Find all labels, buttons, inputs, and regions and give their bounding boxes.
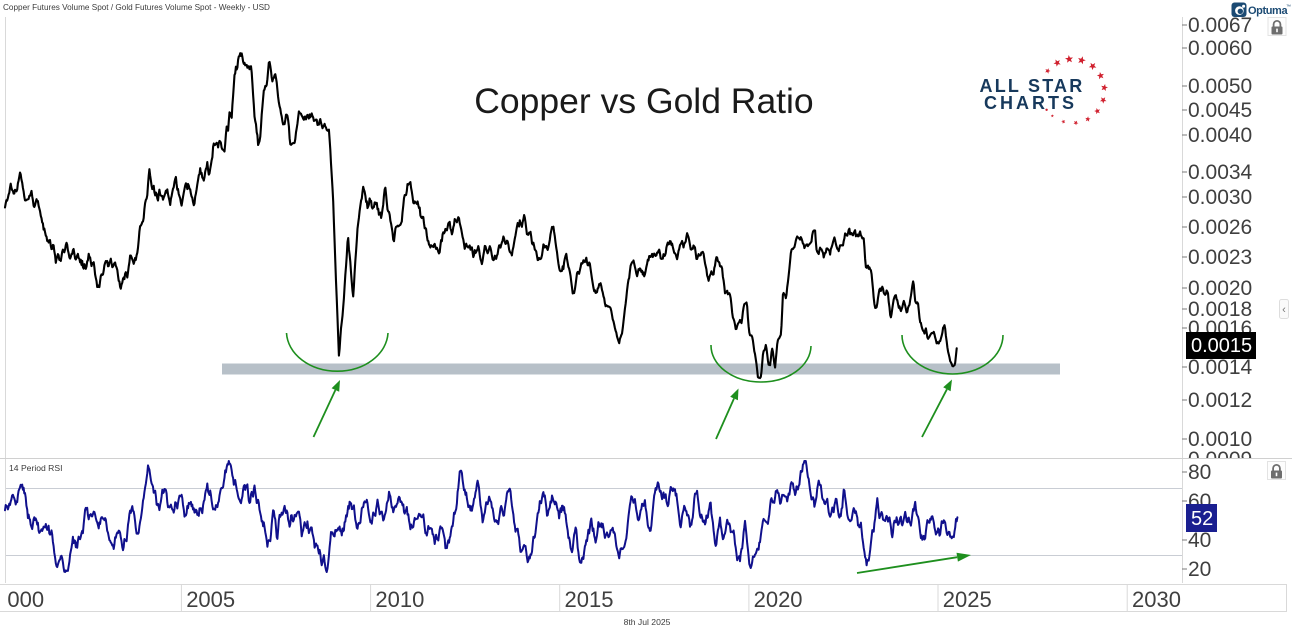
svg-text:0.0050: 0.0050 bbox=[1188, 75, 1252, 98]
svg-text:8th Jul 2025: 8th Jul 2025 bbox=[624, 617, 671, 627]
svg-text:0.0030: 0.0030 bbox=[1188, 186, 1252, 209]
svg-text:2030: 2030 bbox=[1132, 587, 1181, 612]
svg-text:000: 000 bbox=[7, 587, 44, 612]
svg-text:0.0067: 0.0067 bbox=[1188, 14, 1252, 37]
svg-text:40: 40 bbox=[1188, 529, 1211, 552]
svg-text:0.0012: 0.0012 bbox=[1188, 389, 1252, 412]
svg-text:0.0034: 0.0034 bbox=[1188, 161, 1253, 184]
svg-text:2005: 2005 bbox=[186, 587, 235, 612]
svg-text:2010: 2010 bbox=[375, 587, 424, 612]
svg-text:0.0060: 0.0060 bbox=[1188, 37, 1252, 60]
svg-text:80: 80 bbox=[1188, 461, 1211, 484]
svg-text:14 Period RSI: 14 Period RSI bbox=[9, 463, 63, 473]
svg-text:20: 20 bbox=[1188, 558, 1211, 581]
svg-text:0.0009: 0.0009 bbox=[1188, 448, 1252, 471]
svg-text:Copper Futures Volume Spot / G: Copper Futures Volume Spot / Gold Future… bbox=[3, 3, 270, 12]
svg-text:0.0023: 0.0023 bbox=[1188, 246, 1252, 269]
svg-text:0.0018: 0.0018 bbox=[1188, 298, 1252, 321]
svg-text:0.0010: 0.0010 bbox=[1188, 428, 1252, 451]
svg-text:ALL STAR: ALL STAR bbox=[980, 76, 1085, 96]
svg-text:0.0040: 0.0040 bbox=[1188, 124, 1252, 147]
svg-text:2020: 2020 bbox=[754, 587, 803, 612]
svg-text:™: ™ bbox=[1286, 4, 1291, 10]
svg-text:‹: ‹ bbox=[1282, 304, 1286, 316]
svg-text:0.0014: 0.0014 bbox=[1188, 356, 1253, 379]
svg-text:0.0045: 0.0045 bbox=[1188, 99, 1252, 122]
svg-text:0.0015: 0.0015 bbox=[1191, 335, 1252, 357]
svg-text:0.0026: 0.0026 bbox=[1188, 216, 1252, 239]
svg-text:Copper vs Gold Ratio: Copper vs Gold Ratio bbox=[474, 81, 813, 121]
svg-text:0.0020: 0.0020 bbox=[1188, 277, 1252, 300]
svg-text:CHARTS: CHARTS bbox=[984, 93, 1077, 113]
svg-text:Optuma: Optuma bbox=[1248, 5, 1288, 17]
svg-text:52: 52 bbox=[1191, 508, 1213, 530]
svg-text:2015: 2015 bbox=[565, 587, 614, 612]
svg-text:2025: 2025 bbox=[943, 587, 992, 612]
